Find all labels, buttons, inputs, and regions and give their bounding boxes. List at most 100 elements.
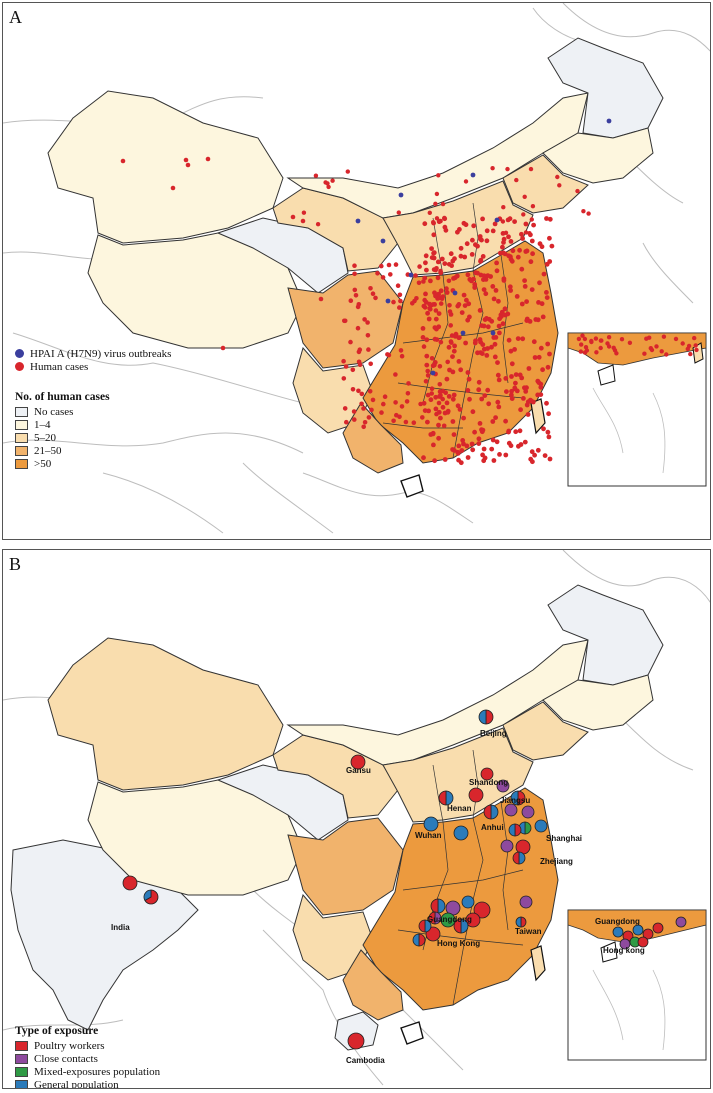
human-case-dot xyxy=(507,284,513,290)
human-case-dot xyxy=(350,367,356,373)
human-case-dot xyxy=(509,396,515,401)
choropleth-legend-title: No. of human cases xyxy=(15,391,110,403)
human-case-dot xyxy=(205,156,211,162)
human-case-dot xyxy=(435,259,441,265)
human-case-dot xyxy=(522,439,528,445)
legend-item: >50 xyxy=(15,457,110,470)
human-case-dot xyxy=(330,178,335,183)
human-case-dot xyxy=(524,385,529,391)
human-case-dot xyxy=(460,438,466,443)
human-case-dot xyxy=(362,420,368,425)
human-case-dot xyxy=(522,278,527,283)
human-case-dot xyxy=(436,400,442,406)
swatch-close-contacts xyxy=(15,1053,28,1064)
human-case-dot xyxy=(388,272,393,277)
region-tibet xyxy=(87,230,304,349)
human-case-dot xyxy=(484,353,490,358)
human-case-dot xyxy=(170,185,176,191)
human-case-dot xyxy=(446,278,452,284)
human-case-dot xyxy=(491,335,497,340)
exposure-legend: Type of exposure Poultry workers Close c… xyxy=(15,1025,160,1088)
region-xinjiang xyxy=(47,90,284,244)
legend-item: No cases xyxy=(15,405,110,418)
human-case-dot xyxy=(421,400,427,406)
human-case-dot xyxy=(489,446,495,452)
pie-slice xyxy=(473,901,491,919)
human-case-dot xyxy=(481,273,487,279)
human-case-dot xyxy=(444,400,450,406)
human-case-dot xyxy=(428,278,433,284)
human-case-dot xyxy=(500,219,506,224)
label-jiangsu: Jiangsu xyxy=(500,796,530,805)
exposure-pie-marker xyxy=(122,875,138,891)
human-case-dot xyxy=(497,452,502,457)
pie-slice xyxy=(418,933,426,947)
exposure-pie-marker xyxy=(612,926,624,938)
human-case-dot xyxy=(413,273,418,278)
human-case-dot xyxy=(545,364,551,370)
human-case-dot xyxy=(509,374,514,379)
map-a-canvas xyxy=(3,3,710,534)
human-case-dot xyxy=(490,166,495,171)
pie-slice xyxy=(642,928,654,940)
human-case-dot xyxy=(494,439,500,445)
exposure-pie-marker xyxy=(465,912,481,928)
human-case-dot xyxy=(352,417,357,422)
human-case-dot xyxy=(385,352,390,357)
human-case-dot xyxy=(481,277,486,282)
human-case-dot xyxy=(532,452,537,458)
human-case-dot xyxy=(375,271,380,276)
human-case-dot xyxy=(406,381,411,386)
human-case-dot xyxy=(586,211,591,216)
human-case-dot xyxy=(503,230,509,235)
human-case-dot xyxy=(382,394,388,400)
human-case-dot xyxy=(412,298,417,304)
human-case-dot xyxy=(507,216,513,222)
human-case-dot xyxy=(508,443,514,449)
human-case-dot xyxy=(366,347,371,352)
human-case-dot xyxy=(373,295,378,301)
human-case-dot xyxy=(517,247,522,253)
human-case-dot xyxy=(509,258,515,264)
human-case-dot xyxy=(403,419,409,425)
human-case-dot xyxy=(611,345,616,350)
pie-slice xyxy=(347,1032,365,1050)
human-case-dot xyxy=(451,276,456,281)
human-case-dot xyxy=(427,210,432,215)
human-case-dot xyxy=(509,388,514,394)
human-case-dot xyxy=(466,301,472,307)
outbreak-dot xyxy=(606,118,612,124)
human-case-dot xyxy=(431,442,436,448)
human-case-dot xyxy=(441,423,447,429)
pie-slice xyxy=(468,787,484,803)
exposure-pie-marker xyxy=(453,825,469,841)
human-case-dot xyxy=(476,379,482,385)
human-case-dot xyxy=(522,284,528,289)
human-case-dot xyxy=(353,293,359,298)
human-case-dot xyxy=(541,426,546,432)
human-case-dot xyxy=(315,222,321,227)
pie-slice xyxy=(461,895,475,909)
human-case-dot xyxy=(365,320,370,325)
human-case-dot xyxy=(455,450,461,456)
human-case-dot xyxy=(526,366,532,371)
legend-item: General population xyxy=(15,1078,160,1088)
exposure-pie-marker xyxy=(347,1032,365,1050)
pie-slice xyxy=(453,918,462,934)
pie-slice xyxy=(496,779,510,793)
human-case-dot xyxy=(461,292,467,298)
human-case-dot xyxy=(495,399,501,405)
human-case-dot xyxy=(433,316,439,322)
pie-slice xyxy=(483,804,492,820)
human-case-dot xyxy=(444,286,449,291)
human-case-dot xyxy=(444,290,450,295)
label-wuhan: Wuhan xyxy=(415,831,442,840)
human-case-dot xyxy=(541,271,547,277)
human-case-dot xyxy=(547,456,553,462)
region-jilin xyxy=(542,127,654,184)
human-case-dot xyxy=(470,409,476,415)
human-case-dot xyxy=(469,441,475,447)
exposure-pie-marker xyxy=(512,851,526,865)
human-case-dot xyxy=(482,455,488,461)
human-case-dot xyxy=(471,223,477,229)
